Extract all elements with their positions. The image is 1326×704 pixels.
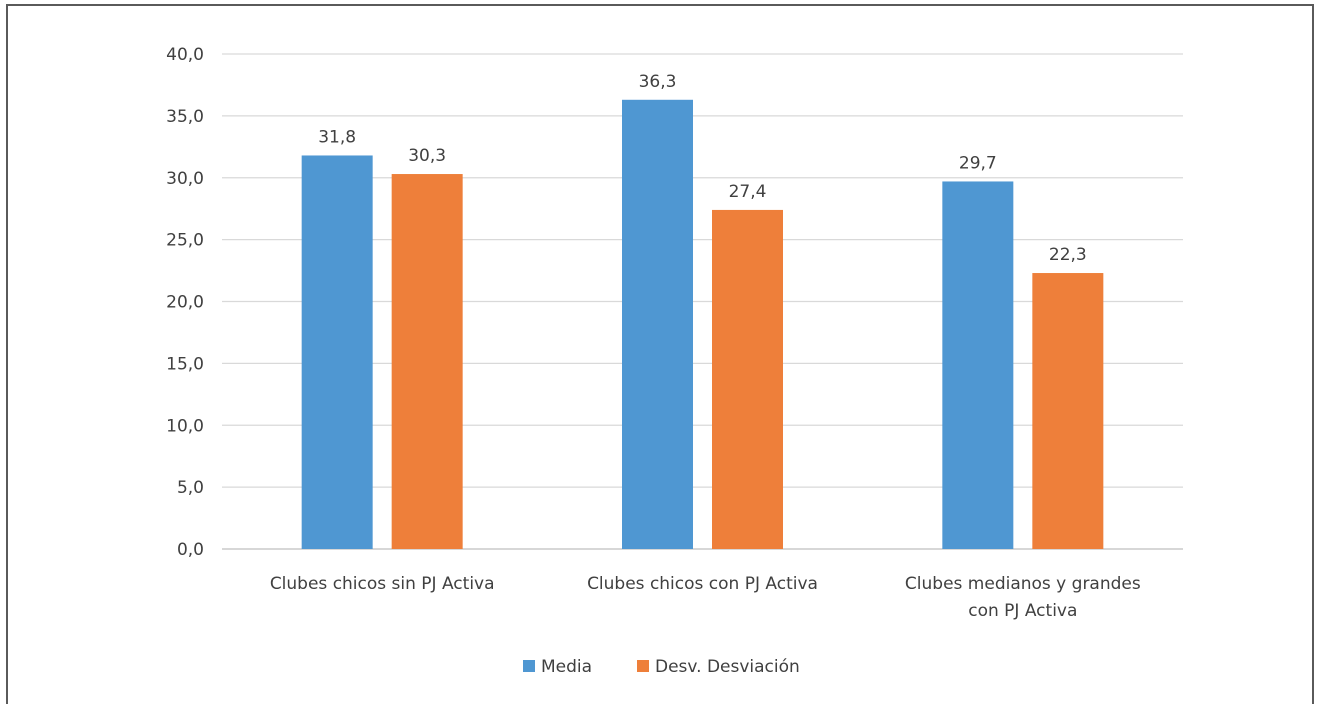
data-label: 22,3 [1049,245,1087,265]
data-labels: 31,8 30,3 36,3 27,4 29,7 22,3 [318,72,1087,265]
x-tick-label: Clubes chicos con PJ Activa [587,574,818,594]
legend-swatch [523,660,535,672]
bar-desv-desviaci-n [1032,273,1104,549]
bar-media [301,155,373,549]
x-tick-label: con PJ Activa [968,601,1077,621]
data-label: 29,7 [959,153,997,173]
y-tick-label: 25,0 [166,231,204,251]
y-tick-label: 0,0 [177,540,204,560]
bar-media [622,99,693,549]
legend: Media Desv. Desviación [523,657,800,677]
x-tick-label: Clubes medianos y grandes [905,574,1141,594]
legend-swatch [637,660,649,672]
y-tick-label: 40,0 [166,45,204,65]
data-label: 27,4 [729,182,767,202]
y-tick-label: 10,0 [166,416,204,436]
data-label: 31,8 [318,127,356,147]
x-axis: Clubes chicos sin PJ Activa Clubes chicos… [270,574,1141,621]
y-tick-label: 20,0 [166,293,204,313]
bars [301,99,1104,550]
y-tick-label: 5,0 [177,478,204,498]
data-label: 30,3 [408,146,446,166]
bar-desv-desviaci-n [712,209,783,550]
legend-label: Media [541,657,592,677]
y-axis: 0,0 5,0 10,0 15,0 20,0 25,0 30,0 35,0 40,0 [166,45,204,560]
y-tick-label: 30,0 [166,169,204,189]
y-tick-label: 35,0 [166,107,204,127]
legend-label: Desv. Desviación [655,657,800,677]
y-tick-label: 15,0 [166,354,204,374]
data-label: 36,3 [639,72,677,92]
bar-media [942,181,1014,549]
bar-desv-desviaci-n [391,174,463,549]
gridlines [222,53,1183,550]
x-tick-label: Clubes chicos sin PJ Activa [270,574,495,594]
